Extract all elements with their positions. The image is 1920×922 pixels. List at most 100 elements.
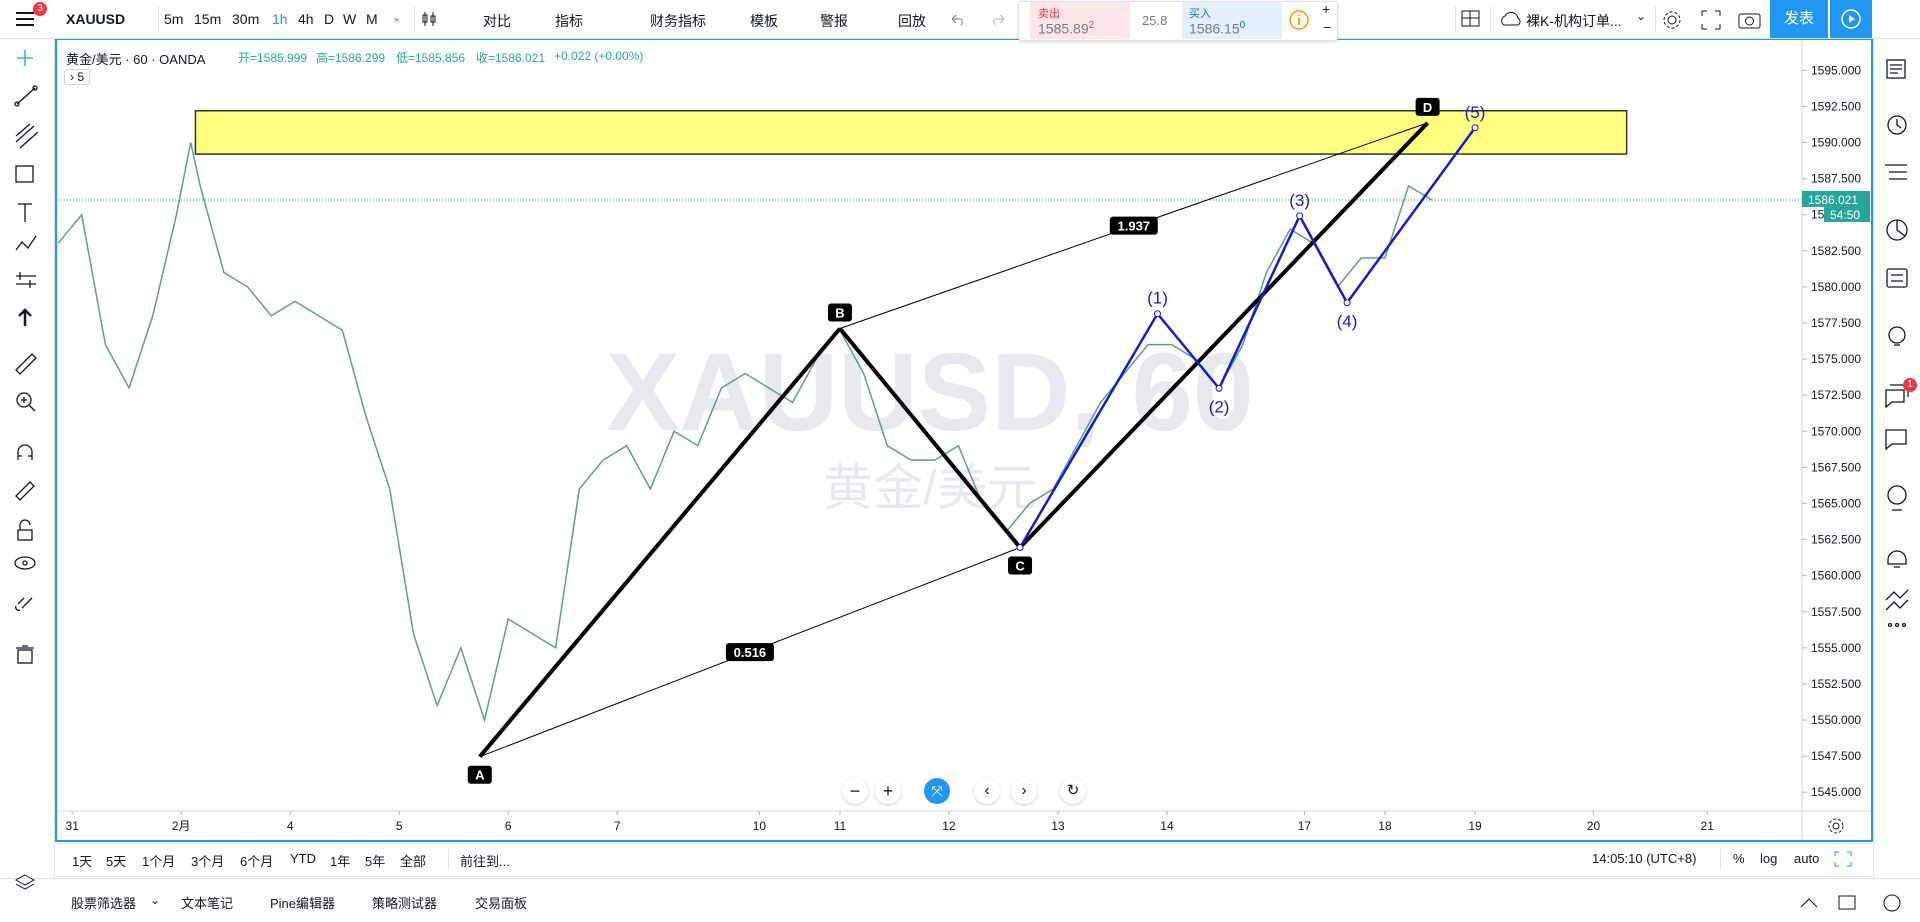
- caret[interactable]: ⌄: [1636, 9, 1647, 23]
- scroll-left[interactable]: ‹: [974, 778, 1000, 804]
- settings-icon[interactable]: [1661, 9, 1683, 31]
- range-button[interactable]: 3个月: [191, 854, 225, 869]
- caret[interactable]: ⌄: [392, 12, 402, 24]
- percent-toggle[interactable]: %: [1733, 851, 1745, 866]
- watermark: 黄金/美元: [823, 460, 1037, 516]
- fit-icon[interactable]: [1834, 851, 1852, 867]
- wave-point: [1153, 310, 1161, 318]
- zoom-out[interactable]: −: [842, 778, 868, 804]
- buy-label: 买入: [1189, 8, 1211, 20]
- info-icon[interactable]: [1288, 9, 1310, 31]
- range-button[interactable]: YTD: [290, 851, 316, 866]
- x-tick-label: 13: [1051, 819, 1065, 833]
- y-tick-label: 1557.500: [1811, 605, 1861, 619]
- pattern-leg: [1018, 121, 1430, 549]
- wave-point: [1016, 544, 1024, 552]
- publish-button[interactable]: 发表: [1770, 0, 1828, 38]
- interval[interactable]: 5m: [164, 11, 184, 27]
- interval[interactable]: 30m: [232, 11, 260, 27]
- bar-style-icon[interactable]: [420, 10, 438, 28]
- y-tick-label: 1560.000: [1811, 569, 1861, 583]
- chart: XAUUSD, 60 黄金/美元 0.516 1.937 A B C D (1) (2) (3) (4…: [55, 11, 1873, 842]
- y-tick-label: 1590.000: [1811, 136, 1861, 150]
- interval[interactable]: 4h: [298, 11, 314, 27]
- buy-pip: 0: [1239, 20, 1246, 31]
- range-button[interactable]: 全部: [400, 854, 427, 869]
- toolbar-button[interactable]: 回放: [898, 13, 926, 29]
- range-button[interactable]: 1天: [72, 854, 93, 869]
- interval[interactable]: D: [324, 11, 335, 27]
- layers-icon[interactable]: [14, 872, 36, 894]
- panel-controls[interactable]: [1797, 893, 1907, 913]
- sell-button[interactable]: [1030, 2, 1130, 39]
- legend-low: 低=1585.856: [396, 51, 466, 65]
- wave-line: [1018, 127, 1477, 549]
- left-toolbar: [0, 39, 55, 921]
- zoom-in[interactable]: +: [875, 778, 901, 804]
- caret[interactable]: ⌄: [150, 893, 161, 907]
- x-tick-label: 21: [1701, 819, 1715, 833]
- x-tick-label: 14: [1160, 819, 1174, 833]
- cloud-icon[interactable]: [1498, 11, 1524, 27]
- y-tick-label: 1562.500: [1811, 533, 1861, 547]
- range-button[interactable]: 1个月: [142, 854, 176, 869]
- axis-settings[interactable]: [1826, 816, 1846, 836]
- buy-button[interactable]: [1182, 2, 1282, 39]
- reset-zoom[interactable]: ⤧: [924, 778, 950, 804]
- drawing-tools[interactable]: [10, 44, 44, 664]
- range-button[interactable]: 6个月: [240, 854, 274, 869]
- spread: 25.8: [1142, 13, 1168, 28]
- y-tick-label: 1545.000: [1811, 785, 1861, 799]
- minus[interactable]: −: [1323, 19, 1332, 35]
- menu-icon[interactable]: [14, 10, 36, 28]
- toolbar-button[interactable]: 对比: [483, 13, 511, 29]
- symbol[interactable]: XAUUSD: [66, 11, 126, 27]
- range-button[interactable]: 5年: [365, 854, 386, 869]
- y-tick-label: 1572.500: [1811, 388, 1861, 402]
- notification-badge: 3: [33, 2, 47, 16]
- toolbar-button[interactable]: 模板: [750, 13, 778, 29]
- layout-name[interactable]: 裸K-机构订单...: [1526, 13, 1622, 29]
- play-icon: [1841, 9, 1861, 29]
- ratio-tag: [1109, 216, 1158, 235]
- interval[interactable]: 15m: [194, 11, 222, 27]
- tab[interactable]: 文本笔记: [181, 896, 234, 911]
- goto-date[interactable]: 前往到...: [460, 854, 510, 869]
- wave-point: [1296, 212, 1304, 220]
- tab[interactable]: 策略测试器: [372, 896, 438, 911]
- separator: [414, 6, 415, 32]
- layout-grid-icon[interactable]: [1461, 10, 1481, 28]
- toolbar-button[interactable]: 指标: [555, 13, 583, 29]
- range-button[interactable]: 1年: [330, 854, 351, 869]
- fullscreen-icon[interactable]: [1701, 10, 1721, 30]
- toolbar-button[interactable]: 警报: [820, 13, 848, 29]
- toolbar-button[interactable]: 财务指标: [650, 13, 706, 29]
- camera-icon[interactable]: [1738, 10, 1762, 30]
- undo-redo[interactable]: [948, 11, 1008, 27]
- wave-label: (4): [1337, 312, 1358, 331]
- scroll-right[interactable]: ›: [1011, 778, 1037, 804]
- interval[interactable]: W: [343, 11, 357, 27]
- wave-point: [1343, 299, 1351, 307]
- range-button[interactable]: 5天: [106, 854, 127, 869]
- wave-label: (1): [1147, 289, 1168, 308]
- x-tick-label: 6: [505, 819, 512, 833]
- legend-change: +0.022 (+0.00%): [554, 49, 644, 63]
- point-label: C: [1015, 559, 1025, 574]
- interval[interactable]: M: [366, 11, 378, 27]
- tab[interactable]: 股票筛选器: [71, 896, 137, 911]
- reset-chart[interactable]: ↻: [1060, 778, 1086, 804]
- plus[interactable]: +: [1322, 1, 1331, 17]
- tab[interactable]: 交易面板: [475, 896, 528, 911]
- indicator-toggle[interactable]: › 5: [64, 69, 91, 85]
- point-tag: [827, 303, 852, 322]
- log-toggle[interactable]: log: [1760, 851, 1778, 866]
- point-label: B: [835, 305, 844, 320]
- sell-label: 卖出: [1038, 8, 1060, 20]
- auto-toggle[interactable]: auto: [1794, 851, 1820, 866]
- interval[interactable]: 1h: [272, 11, 288, 27]
- y-tick-label: 1552.500: [1811, 677, 1861, 691]
- sidebar-icons[interactable]: [1880, 55, 1914, 635]
- tab[interactable]: Pine编辑器: [270, 896, 336, 911]
